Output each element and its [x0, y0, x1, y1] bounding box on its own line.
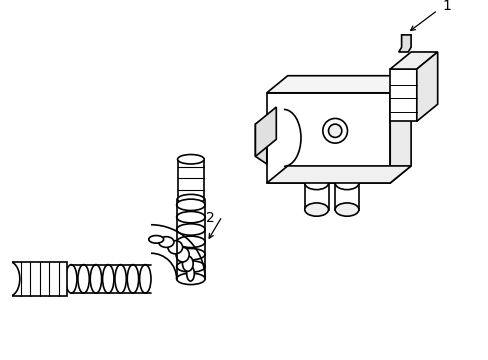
Ellipse shape: [176, 236, 204, 248]
Ellipse shape: [176, 273, 204, 284]
Ellipse shape: [322, 118, 347, 143]
Polygon shape: [389, 69, 416, 121]
Ellipse shape: [176, 247, 189, 262]
Polygon shape: [416, 52, 437, 121]
Ellipse shape: [186, 266, 194, 281]
Ellipse shape: [65, 265, 77, 293]
Text: 1: 1: [442, 0, 451, 13]
Ellipse shape: [78, 265, 89, 293]
Ellipse shape: [328, 124, 341, 138]
Ellipse shape: [102, 265, 114, 293]
Polygon shape: [304, 183, 328, 210]
Bar: [10, 262, 66, 296]
Polygon shape: [266, 166, 410, 183]
Ellipse shape: [334, 203, 358, 216]
Text: 2: 2: [206, 211, 215, 225]
Ellipse shape: [115, 265, 126, 293]
Ellipse shape: [158, 237, 174, 247]
Polygon shape: [389, 52, 437, 69]
Ellipse shape: [176, 248, 204, 260]
Ellipse shape: [139, 265, 151, 293]
Polygon shape: [389, 76, 410, 183]
Ellipse shape: [90, 265, 102, 293]
Ellipse shape: [304, 176, 328, 190]
Ellipse shape: [176, 261, 204, 272]
Polygon shape: [266, 93, 389, 183]
Polygon shape: [255, 117, 266, 164]
Polygon shape: [266, 76, 410, 93]
Ellipse shape: [177, 194, 203, 204]
Polygon shape: [398, 35, 410, 52]
Ellipse shape: [176, 211, 204, 223]
Ellipse shape: [304, 203, 328, 216]
Polygon shape: [255, 107, 276, 156]
Ellipse shape: [148, 235, 163, 243]
Ellipse shape: [167, 240, 183, 254]
Ellipse shape: [0, 267, 9, 291]
Ellipse shape: [127, 265, 139, 293]
Ellipse shape: [176, 199, 204, 211]
Ellipse shape: [177, 154, 203, 164]
Ellipse shape: [334, 176, 358, 190]
Polygon shape: [177, 159, 203, 199]
Ellipse shape: [0, 262, 20, 296]
Polygon shape: [334, 183, 358, 210]
Ellipse shape: [176, 224, 204, 235]
Ellipse shape: [182, 256, 193, 271]
